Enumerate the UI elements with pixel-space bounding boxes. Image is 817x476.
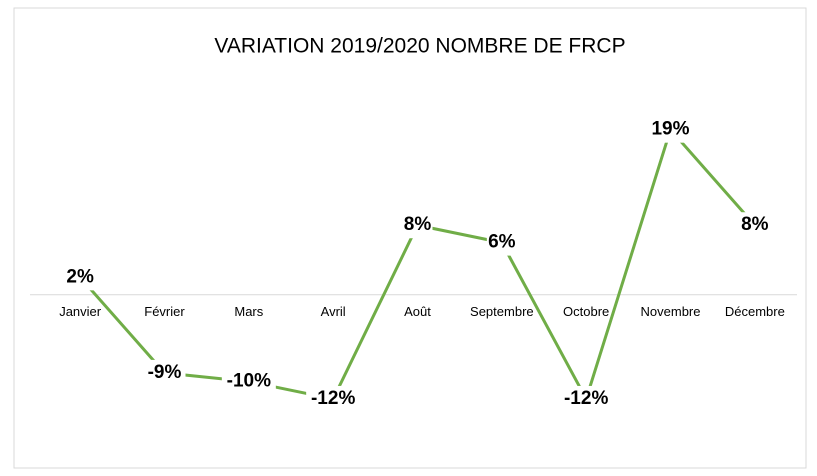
data-label: -10% (227, 371, 271, 392)
data-label: 2% (66, 266, 94, 287)
data-label: -12% (311, 388, 355, 409)
label-background (143, 359, 186, 386)
x-tick-label: Décembre (725, 304, 785, 319)
data-label: 8% (741, 214, 769, 235)
data-label: -12% (564, 388, 608, 409)
label-background (559, 385, 614, 412)
x-tick-label: Janvier (59, 304, 102, 319)
label-background (739, 212, 770, 239)
data-label: 19% (651, 119, 689, 140)
label-background (649, 116, 692, 143)
data-label: 8% (404, 214, 432, 235)
data-label: 6% (488, 232, 516, 253)
x-tick-label: Novembre (641, 304, 701, 319)
x-tick-label: Septembre (470, 304, 534, 319)
x-tick-label: Octobre (563, 304, 609, 319)
label-background (486, 229, 517, 256)
chart-title: VARIATION 2019/2020 NOMBRE DE FRCP (214, 35, 625, 58)
x-tick-label: Avril (321, 304, 346, 319)
label-background (402, 212, 433, 239)
data-label: -9% (148, 362, 182, 383)
x-tick-label: Février (144, 304, 185, 319)
label-background (306, 385, 361, 412)
label-background (65, 264, 96, 291)
x-tick-label: Août (404, 304, 431, 319)
x-tick-label: Mars (234, 304, 263, 319)
label-background (221, 368, 276, 395)
